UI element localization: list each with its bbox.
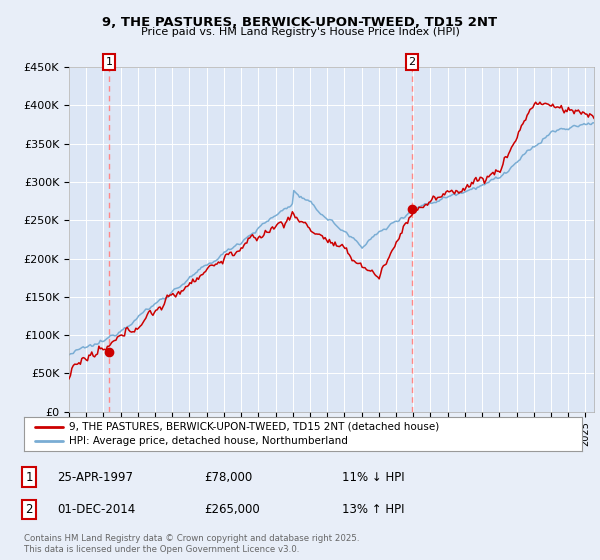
Text: 13% ↑ HPI: 13% ↑ HPI [342,503,404,516]
Text: 9, THE PASTURES, BERWICK-UPON-TWEED, TD15 2NT (detached house): 9, THE PASTURES, BERWICK-UPON-TWEED, TD1… [68,422,439,432]
Text: 11% ↓ HPI: 11% ↓ HPI [342,470,404,484]
Text: 25-APR-1997: 25-APR-1997 [57,470,133,484]
Text: HPI: Average price, detached house, Northumberland: HPI: Average price, detached house, Nort… [68,436,347,446]
Text: £78,000: £78,000 [204,470,252,484]
Text: 1: 1 [106,57,112,67]
Text: Contains HM Land Registry data © Crown copyright and database right 2025.
This d: Contains HM Land Registry data © Crown c… [24,534,359,554]
Text: £265,000: £265,000 [204,503,260,516]
Text: 2: 2 [25,503,33,516]
Text: 9, THE PASTURES, BERWICK-UPON-TWEED, TD15 2NT: 9, THE PASTURES, BERWICK-UPON-TWEED, TD1… [103,16,497,29]
Text: 2: 2 [409,57,415,67]
Text: 1: 1 [25,470,33,484]
Text: Price paid vs. HM Land Registry's House Price Index (HPI): Price paid vs. HM Land Registry's House … [140,27,460,37]
Text: 01-DEC-2014: 01-DEC-2014 [57,503,135,516]
